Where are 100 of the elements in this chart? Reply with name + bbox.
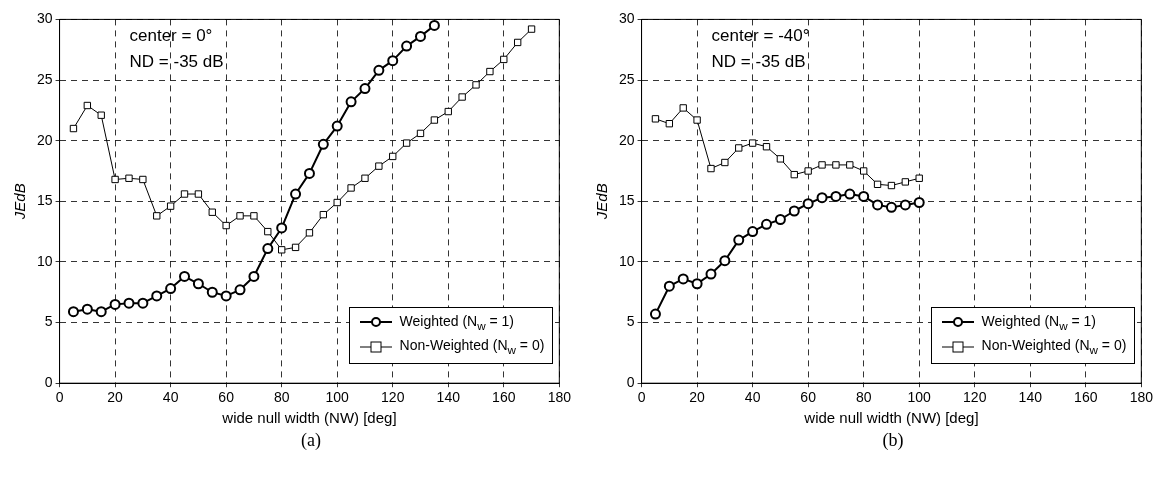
point — [816, 192, 828, 204]
x-tick-label: 60 — [218, 389, 235, 406]
point — [401, 40, 413, 52]
point — [317, 138, 329, 150]
y-tick-label: 25 — [36, 70, 53, 87]
point — [735, 144, 743, 152]
point — [165, 283, 177, 295]
point — [788, 205, 800, 217]
y-axis-title: JEdB — [11, 183, 29, 221]
point — [679, 104, 687, 112]
x-tick-label: 120 — [963, 389, 987, 406]
point — [858, 190, 870, 202]
point — [123, 297, 135, 309]
point — [276, 222, 288, 234]
legend-label: Weighted (N$_{w}$ = 1) — [981, 312, 1096, 332]
point — [665, 120, 674, 128]
point — [458, 93, 466, 101]
x-tick-label: 100 — [907, 389, 932, 406]
point — [830, 190, 842, 202]
point — [915, 174, 923, 182]
y-tick-label: 10 — [618, 252, 635, 269]
x-tick-label: 100 — [325, 389, 350, 406]
point — [222, 221, 230, 230]
point — [192, 278, 204, 290]
annotation: center = -40° — [711, 25, 810, 45]
point — [291, 243, 300, 252]
x-tick-label: 20 — [689, 389, 706, 406]
point — [139, 175, 147, 184]
point — [166, 202, 175, 210]
point — [733, 234, 745, 246]
point — [705, 268, 717, 280]
point — [95, 306, 107, 318]
point — [693, 116, 701, 124]
point — [290, 188, 302, 200]
x-tick-label: 120 — [381, 389, 405, 406]
x-tick-label: 160 — [1074, 389, 1098, 406]
point — [83, 101, 92, 110]
point — [402, 139, 411, 147]
legend-label: Weighted (N$_{w}$ = 1) — [399, 312, 514, 332]
point — [333, 198, 341, 207]
point — [194, 190, 203, 198]
point — [747, 226, 759, 238]
point — [790, 170, 798, 179]
point — [109, 298, 121, 310]
point — [721, 158, 729, 167]
point — [887, 181, 896, 190]
point — [513, 38, 522, 47]
point — [373, 64, 385, 76]
x-tick-label: 0 — [55, 389, 64, 406]
y-tick-label: 5 — [626, 313, 635, 330]
x-tick-label: 140 — [1018, 389, 1043, 406]
point — [278, 246, 286, 254]
x-tick-label: 180 — [1129, 389, 1154, 406]
x-tick-label: 160 — [492, 389, 516, 406]
point — [527, 25, 536, 33]
point — [180, 190, 189, 198]
point — [248, 270, 260, 282]
point — [137, 297, 149, 309]
point — [151, 290, 163, 302]
x-tick-label: 80 — [855, 389, 872, 406]
legend-label: Non-Weighted (N$_{w}$ = 0) — [399, 337, 545, 357]
point — [663, 280, 675, 292]
y-tick-label: 5 — [44, 313, 53, 330]
point — [901, 178, 910, 186]
point — [860, 167, 868, 175]
point — [762, 143, 771, 151]
y-tick-label: 20 — [36, 131, 53, 148]
point — [81, 303, 93, 315]
point — [885, 201, 897, 213]
x-tick-label: 60 — [800, 389, 817, 406]
point — [899, 199, 911, 211]
point — [236, 212, 244, 220]
point — [677, 273, 689, 285]
point — [387, 55, 399, 67]
x-tick-label: 0 — [637, 389, 646, 406]
point — [375, 162, 383, 170]
point — [832, 161, 840, 169]
point — [719, 255, 731, 267]
point — [206, 286, 218, 298]
y-tick-label: 30 — [618, 10, 635, 27]
point — [818, 161, 826, 169]
annotation: ND = -35 dB — [129, 51, 224, 71]
point — [331, 120, 343, 132]
point — [844, 188, 856, 200]
point — [359, 83, 371, 95]
point — [97, 111, 105, 119]
point — [416, 129, 425, 138]
x-tick-label: 40 — [744, 389, 761, 406]
y-tick-label: 30 — [36, 10, 53, 27]
y-tick-label: 20 — [618, 131, 635, 148]
point — [111, 175, 119, 184]
annotation: ND = -35 dB — [711, 51, 806, 71]
point — [430, 116, 439, 124]
point — [649, 308, 661, 320]
point — [361, 174, 369, 182]
point — [707, 164, 715, 173]
x-tick-label: 20 — [107, 389, 124, 406]
point — [651, 115, 660, 123]
point — [345, 96, 357, 108]
point — [872, 199, 884, 211]
